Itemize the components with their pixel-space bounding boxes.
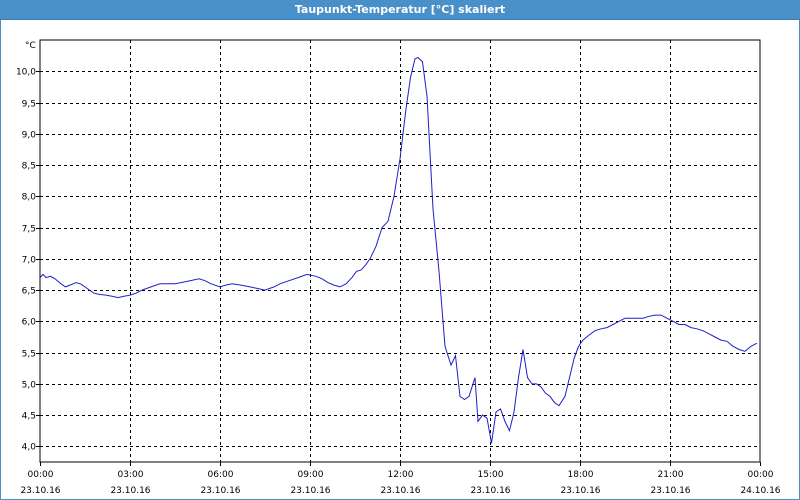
y-tick-label: 8,5 — [22, 162, 36, 172]
title-bar: Taupunkt-Temperatur [°C] skaliert — [0, 0, 800, 20]
y-tick-label: 4,0 — [22, 443, 37, 453]
x-tick-date-label: 23.10.16 — [380, 486, 420, 496]
x-tick-time-label: 18:00 — [568, 470, 594, 480]
x-tick-date-label: 23.10.16 — [110, 486, 150, 496]
x-tick-time-label: 12:00 — [388, 470, 414, 480]
x-tick-date-label: 23.10.16 — [560, 486, 600, 496]
x-tick-date-label: 23.10.16 — [650, 486, 690, 496]
x-tick-time-label: 06:00 — [208, 470, 234, 480]
x-tick-time-label: 00:00 — [28, 470, 54, 480]
x-tick-date-label: 23.10.16 — [200, 486, 240, 496]
y-tick-label: 7,0 — [22, 256, 37, 266]
y-tick-label: 5,5 — [22, 350, 36, 360]
x-tick-date-label: 23.10.16 — [20, 486, 60, 496]
x-tick-time-label: 15:00 — [478, 470, 504, 480]
y-tick-label: 6,5 — [22, 287, 36, 297]
x-tick-time-label: 09:00 — [298, 470, 324, 480]
x-tick-date-label: 24.10.16 — [740, 486, 780, 496]
window-title: Taupunkt-Temperatur [°C] skaliert — [294, 3, 506, 16]
y-tick-label: 4,5 — [22, 412, 36, 422]
x-tick-time-label: 21:00 — [658, 470, 684, 480]
y-tick-label: 8,0 — [22, 193, 37, 203]
x-tick-time-label: 00:00 — [748, 470, 774, 480]
y-axis-unit: °C — [25, 41, 36, 51]
series-line — [39, 56, 758, 444]
y-axis-ticks: 4,0 4,5 5,0 5,5 6,0 6,5 7,0 7,5 8,0 8,5 9,0 9,5 10,0 — [16, 68, 40, 453]
gridlines — [40, 40, 760, 462]
y-tick-label: 9,0 — [22, 131, 37, 141]
x-tick-date-label: 23.10.16 — [470, 486, 510, 496]
y-tick-label: 10,0 — [16, 68, 36, 78]
x-axis-ticks: 00:00 23.10.16 03:00 23.10.16 06:00 23.10.16 0… — [20, 462, 781, 496]
y-tick-label: 7,5 — [22, 225, 36, 235]
x-tick-date-label: 23.10.16 — [290, 486, 330, 496]
y-tick-label: 6,0 — [22, 318, 37, 328]
y-tick-label: 5,0 — [22, 381, 37, 391]
x-tick-time-label: 03:00 — [118, 470, 144, 480]
y-tick-label: 9,5 — [22, 100, 36, 110]
